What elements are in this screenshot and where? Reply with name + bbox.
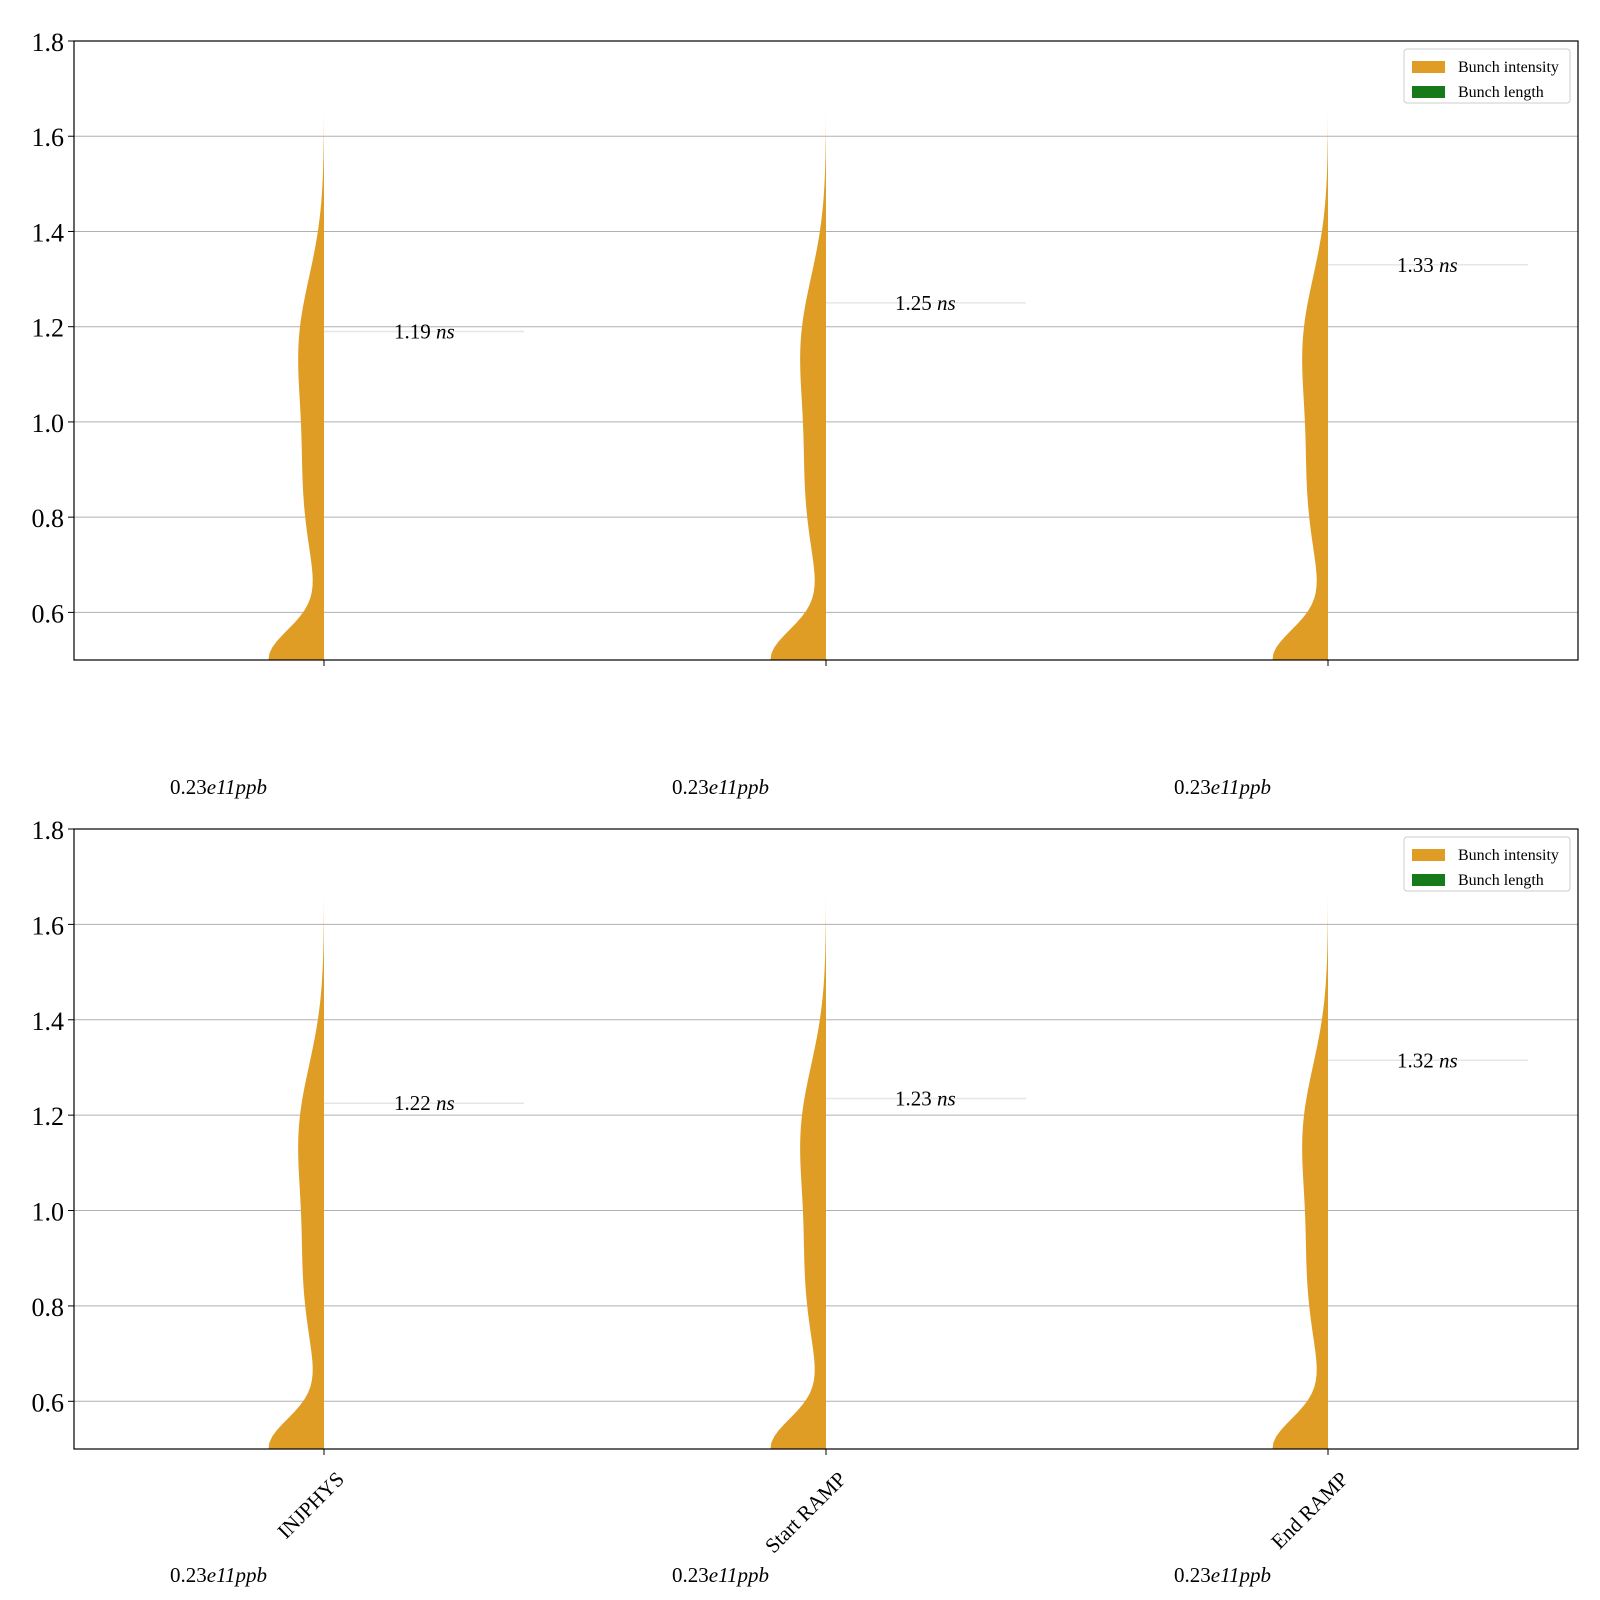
- bunch-intensity-label: 0.23e11ppb: [672, 1563, 769, 1587]
- length-value: 1.22: [394, 1091, 431, 1115]
- intensity-violin: [268, 886, 324, 1449]
- intensity-value: 0.23: [1174, 1563, 1211, 1587]
- length-unit: ns: [937, 1086, 956, 1110]
- intensity-violin: [1272, 105, 1328, 660]
- y-tick-label: 1.6: [32, 911, 65, 940]
- length-unit: ns: [937, 291, 956, 315]
- y-tick-label: 1.2: [32, 1102, 65, 1131]
- intensity-value: 0.23: [672, 775, 709, 799]
- intensity-violin: [1272, 888, 1328, 1449]
- length-unit: ns: [1439, 253, 1458, 277]
- bunch-intensity-label: 0.23e11ppb: [170, 775, 267, 799]
- intensity-exponent: e11: [207, 1563, 236, 1587]
- bunch-intensity-label: 0.23e11ppb: [672, 775, 769, 799]
- bunch-intensity-label: 0.23e11ppb: [1174, 775, 1271, 799]
- y-tick-label: 1.0: [32, 409, 65, 438]
- y-tick-label: 0.6: [32, 599, 65, 628]
- intensity-value: 0.23: [1174, 775, 1211, 799]
- intensity-violin: [770, 887, 826, 1449]
- x-category-label: Start RAMP: [760, 1467, 851, 1558]
- intensity-unit: ppb: [1238, 775, 1272, 799]
- bunch-intensity-label: 0.23e11ppb: [1174, 1563, 1271, 1587]
- length-value: 1.19: [394, 319, 431, 343]
- intensity-violin: [268, 102, 324, 660]
- bunch-length-label: 1.19 ns: [394, 319, 455, 343]
- chart-panel-2: 0.60.81.01.21.41.61.81.22 nsINJPHYS0.23e…: [32, 816, 1579, 1587]
- plot-frame: [73, 40, 1579, 661]
- legend-box: [1403, 48, 1571, 104]
- y-tick-label: 1.6: [32, 123, 65, 152]
- bunch-intensity-label: 0.23e11ppb: [170, 1563, 267, 1587]
- intensity-unit: ppb: [1238, 1563, 1272, 1587]
- y-tick-label: 1.0: [32, 1198, 65, 1227]
- y-tick-label: 0.8: [32, 1293, 65, 1322]
- x-category-label: End RAMP: [1266, 1467, 1353, 1554]
- intensity-unit: ppb: [234, 1563, 268, 1587]
- length-unit: ns: [1439, 1048, 1458, 1072]
- intensity-violin: [770, 105, 826, 660]
- legend-label: Bunch length: [1458, 872, 1544, 889]
- bunch-length-label: 1.32 ns: [1397, 1048, 1458, 1072]
- intensity-exponent: e11: [1211, 1563, 1240, 1587]
- legend-swatch: [1412, 874, 1445, 886]
- intensity-unit: ppb: [736, 1563, 770, 1587]
- legend-label: Bunch length: [1458, 84, 1544, 101]
- x-category-label: INJPHYS: [273, 1467, 349, 1543]
- length-unit: ns: [436, 1091, 455, 1115]
- intensity-unit: ppb: [736, 775, 770, 799]
- y-tick-label: 1.4: [32, 218, 65, 247]
- y-tick-label: 1.2: [32, 314, 65, 343]
- intensity-exponent: e11: [1211, 775, 1240, 799]
- length-value: 1.32: [1397, 1048, 1434, 1072]
- legend-swatch: [1412, 61, 1445, 73]
- y-tick-label: 0.8: [32, 504, 65, 533]
- length-value: 1.23: [895, 1086, 932, 1110]
- length-unit: ns: [436, 319, 455, 343]
- intensity-unit: ppb: [234, 775, 268, 799]
- bunch-length-label: 1.33 ns: [1397, 253, 1458, 277]
- y-tick-label: 1.8: [32, 816, 65, 845]
- intensity-exponent: e11: [709, 1563, 738, 1587]
- intensity-value: 0.23: [170, 1563, 207, 1587]
- intensity-value: 0.23: [170, 775, 207, 799]
- plot-frame: [73, 828, 1579, 1450]
- y-tick-label: 1.4: [32, 1007, 65, 1036]
- bunch-length-label: 1.22 ns: [394, 1091, 455, 1115]
- y-tick-label: 1.8: [32, 28, 65, 57]
- legend-label: Bunch intensity: [1458, 847, 1559, 864]
- length-value: 1.33: [1397, 253, 1434, 277]
- intensity-exponent: e11: [207, 775, 236, 799]
- legend-swatch: [1412, 849, 1445, 861]
- legend-label: Bunch intensity: [1458, 59, 1559, 76]
- y-tick-label: 0.6: [32, 1388, 65, 1417]
- chart-panel-1: 0.60.81.01.21.41.61.81.19 ns0.23e11ppb1.…: [32, 28, 1579, 799]
- bunch-length-label: 1.25 ns: [895, 291, 956, 315]
- intensity-value: 0.23: [672, 1563, 709, 1587]
- legend: Bunch intensity Bunch length: [1403, 48, 1571, 104]
- intensity-exponent: e11: [709, 775, 738, 799]
- legend-box: [1403, 836, 1571, 892]
- legend: Bunch intensity Bunch length: [1403, 836, 1571, 892]
- length-value: 1.25: [895, 291, 932, 315]
- bunch-length-label: 1.23 ns: [895, 1086, 956, 1110]
- legend-swatch: [1412, 86, 1445, 98]
